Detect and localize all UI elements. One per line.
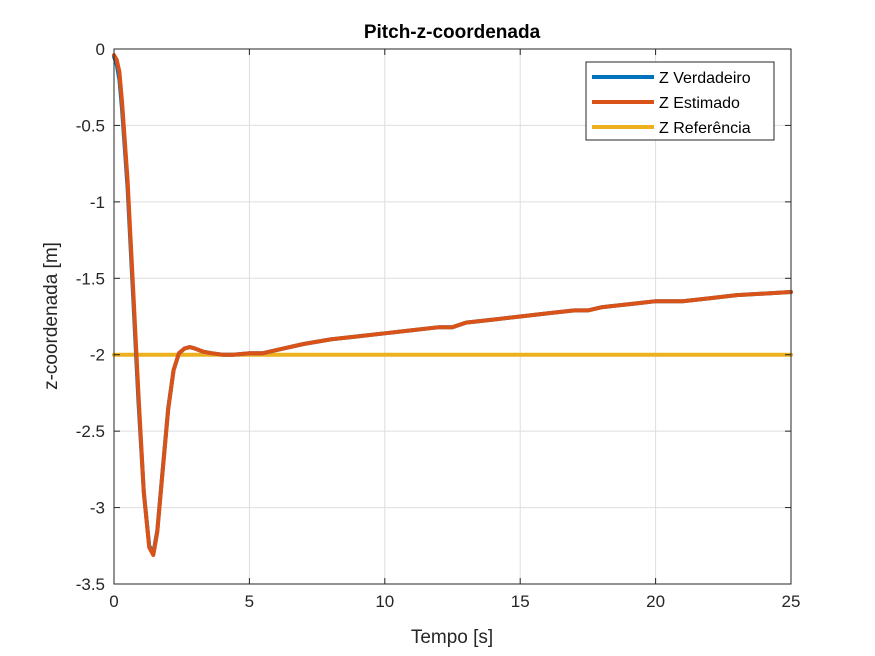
x-tick-label: 25	[782, 592, 801, 611]
y-tick-label: -1	[90, 193, 105, 212]
x-tick-label: 0	[109, 592, 118, 611]
y-axis-label: z-coordenada [m]	[41, 242, 62, 390]
plot-frame	[113, 48, 792, 585]
y-tick-label: 0	[96, 40, 105, 59]
y-tick-label: -2.5	[76, 422, 105, 441]
x-tick-label: 10	[375, 592, 394, 611]
legend-label-z-verdadeiro: Z Verdadeiro	[659, 70, 751, 87]
y-tick-label: -0.5	[76, 116, 105, 135]
y-tick-label: -2	[90, 346, 105, 365]
series-lines	[112, 53, 793, 557]
y-tick-label: -1.5	[76, 269, 105, 288]
legend: Z Verdadeiro Z Estimado Z Referência	[585, 61, 775, 141]
y-tick-label: -3	[90, 499, 105, 518]
series-line-z-estimado	[112, 53, 793, 557]
x-axis-label: Tempo [s]	[411, 627, 493, 648]
chart-title: Pitch-z-coordenada	[364, 22, 541, 43]
legend-label-z-referencia: Z Referência	[659, 120, 751, 137]
x-tick-label: 15	[511, 592, 530, 611]
axis-ticks: 0 5 10 15 20 25 0 -0.5 -1 -1.5 -2 -2.5 -3 -3.5	[76, 40, 801, 611]
x-tick-label: 20	[646, 592, 665, 611]
legend-label-z-estimado: Z Estimado	[659, 95, 740, 112]
x-tick-label: 5	[245, 592, 254, 611]
y-tick-label: -3.5	[76, 575, 105, 594]
